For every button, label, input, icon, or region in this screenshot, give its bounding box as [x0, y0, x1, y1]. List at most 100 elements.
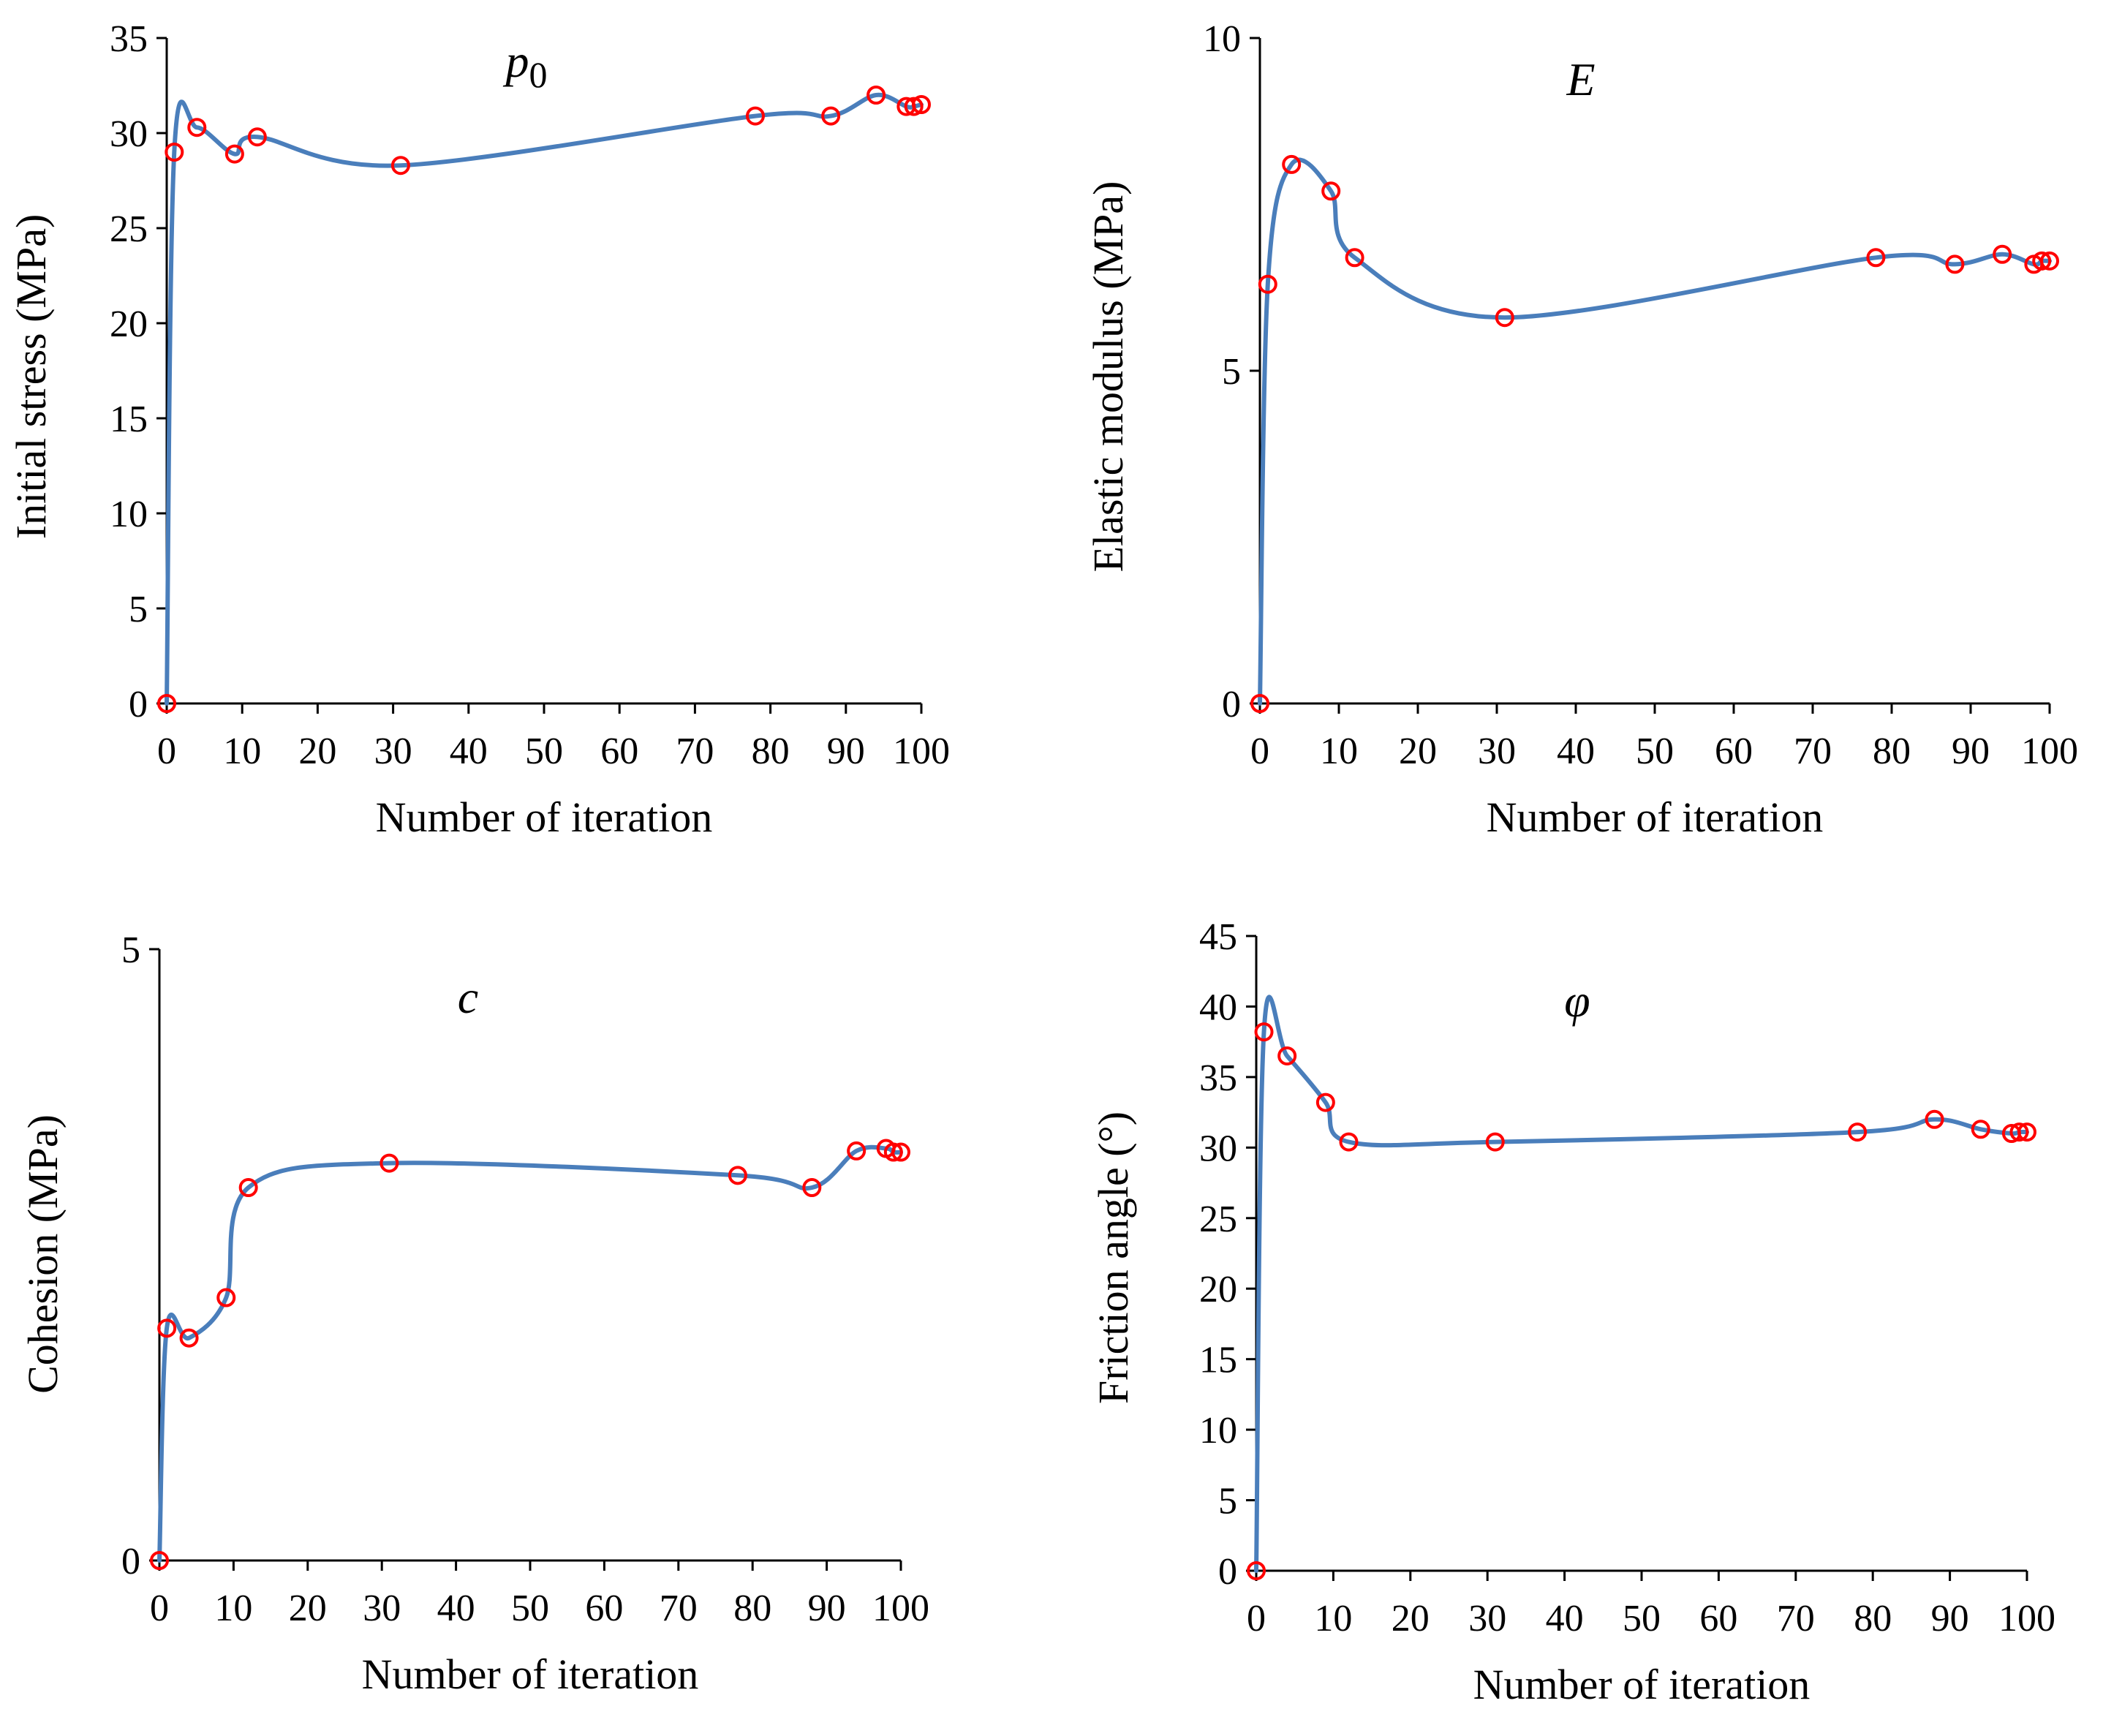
x-tick-label: 90 — [808, 1588, 846, 1629]
data-point-8 — [821, 106, 841, 126]
y-tick-label: 20 — [1199, 1269, 1237, 1310]
data-point-7 — [1866, 248, 1886, 268]
data-point-3 — [1277, 1046, 1297, 1065]
series-line — [1258, 157, 2052, 706]
x-tick-label: 90 — [827, 731, 865, 772]
panel-title-main: p — [503, 35, 529, 87]
y-tick-label: 5 — [121, 929, 140, 971]
chart-panel-4: 0 5 10 15 20 25 30 35 40 45 0 10 20 30 40 50 60 70 80 90 100… — [1090, 916, 2055, 1708]
x-tick-label: 20 — [1392, 1598, 1430, 1639]
chart-panel-1: 0 5 10 15 20 25 30 35 0 10 20 30 40 50 60 70 80 90 100 Numb… — [7, 18, 950, 841]
y-tick-label: 25 — [110, 208, 148, 250]
x-axis-title: Number of iteration — [1473, 1661, 1811, 1708]
y-tick-label: 10 — [1199, 1410, 1237, 1452]
y-axis-title: Elastic modulus (MPa) — [1084, 181, 1132, 573]
data-point-5 — [1345, 248, 1364, 268]
data-point-6 — [390, 156, 410, 176]
x-axis-title: Number of iteration — [1487, 793, 1824, 841]
data-point-1 — [1250, 694, 1269, 713]
data-point-2 — [157, 1318, 177, 1338]
x-tick-label: 80 — [752, 731, 790, 772]
data-point-3 — [1282, 154, 1302, 174]
data-point-9 — [1971, 1120, 1990, 1139]
y-tick-label: 0 — [1218, 1551, 1237, 1593]
y-tick-label: 45 — [1199, 916, 1237, 958]
x-tick-label: 60 — [585, 1588, 623, 1629]
x-tick-label: 100 — [1998, 1598, 2055, 1639]
data-point-11 — [2009, 1122, 2029, 1142]
y-tick-label: 5 — [129, 589, 148, 630]
x-tick-label: 40 — [437, 1588, 475, 1629]
data-point-5 — [1339, 1132, 1359, 1152]
data-point-6 — [380, 1153, 399, 1173]
x-tick-label: 80 — [1873, 731, 1911, 772]
y-tick-label: 0 — [129, 684, 148, 725]
data-point-1 — [150, 1551, 169, 1570]
y-tick-label: 35 — [110, 18, 148, 60]
y-axis-title: Initial stress (MPa) — [7, 214, 55, 540]
y-tick-label: 40 — [1199, 986, 1237, 1028]
x-tick-label: 60 — [1699, 1598, 1737, 1639]
y-tick-label: 0 — [1222, 684, 1241, 725]
series-line — [1254, 995, 2029, 1573]
data-point-9 — [867, 86, 886, 105]
y-axis-title: Friction angle (°) — [1090, 1112, 1137, 1404]
x-tick-label: 20 — [1399, 731, 1437, 772]
x-tick-label: 0 — [157, 731, 176, 772]
x-tick-label: 90 — [1931, 1598, 1969, 1639]
data-point-5 — [238, 1178, 258, 1198]
data-point-4 — [1315, 1092, 1335, 1112]
x-tick-label: 10 — [1314, 1598, 1352, 1639]
data-point-11 — [883, 1142, 903, 1162]
x-tick-label: 40 — [1546, 1598, 1584, 1639]
x-tick-label: 0 — [1247, 1598, 1266, 1639]
y-tick-label: 0 — [121, 1541, 140, 1582]
data-point-6 — [1495, 308, 1514, 328]
panel-title-main: φ — [1564, 975, 1590, 1027]
data-point-9 — [1993, 244, 2012, 264]
y-tick-label: 15 — [110, 399, 148, 440]
x-tick-label: 0 — [150, 1588, 169, 1629]
y-tick-label: 25 — [1199, 1199, 1237, 1240]
x-tick-label: 40 — [450, 731, 488, 772]
x-tick-label: 80 — [1854, 1598, 1892, 1639]
data-point-8 — [802, 1178, 822, 1198]
x-axis-title: Number of iteration — [362, 1650, 699, 1698]
x-tick-label: 50 — [1636, 731, 1674, 772]
x-tick-label: 80 — [733, 1588, 771, 1629]
x-tick-label: 30 — [1468, 1598, 1506, 1639]
x-tick-label: 60 — [1715, 731, 1753, 772]
data-point-4 — [1321, 181, 1341, 201]
panel-title: p0 — [503, 35, 548, 95]
y-tick-label: 10 — [110, 494, 148, 535]
x-tick-label: 90 — [1952, 731, 1990, 772]
x-tick-label: 20 — [298, 731, 336, 772]
panel-title-main: c — [458, 971, 478, 1023]
data-point-7 — [728, 1166, 747, 1185]
data-point-12 — [912, 95, 931, 114]
series-line — [165, 92, 924, 706]
data-point-3 — [187, 118, 207, 137]
y-tick-label: 10 — [1203, 18, 1241, 60]
data-point-11 — [904, 97, 924, 116]
x-tick-label: 40 — [1557, 731, 1595, 772]
x-tick-label: 100 — [2021, 731, 2078, 772]
x-tick-label: 70 — [1794, 731, 1832, 772]
panel-title: E — [1566, 53, 1595, 105]
x-tick-label: 20 — [289, 1588, 327, 1629]
data-point-6 — [1485, 1132, 1505, 1152]
x-tick-label: 60 — [600, 731, 638, 772]
data-point-4 — [216, 1288, 236, 1307]
y-tick-label: 30 — [110, 113, 148, 155]
data-point-8 — [1925, 1109, 1944, 1129]
y-tick-label: 30 — [1199, 1128, 1237, 1169]
x-tick-label: 0 — [1250, 731, 1269, 772]
data-point-12 — [2040, 251, 2059, 271]
x-axis-title: Number of iteration — [376, 793, 713, 841]
x-tick-label: 50 — [1623, 1598, 1661, 1639]
x-tick-label: 100 — [893, 731, 950, 772]
y-tick-label: 15 — [1199, 1340, 1237, 1381]
data-point-4 — [224, 144, 244, 164]
